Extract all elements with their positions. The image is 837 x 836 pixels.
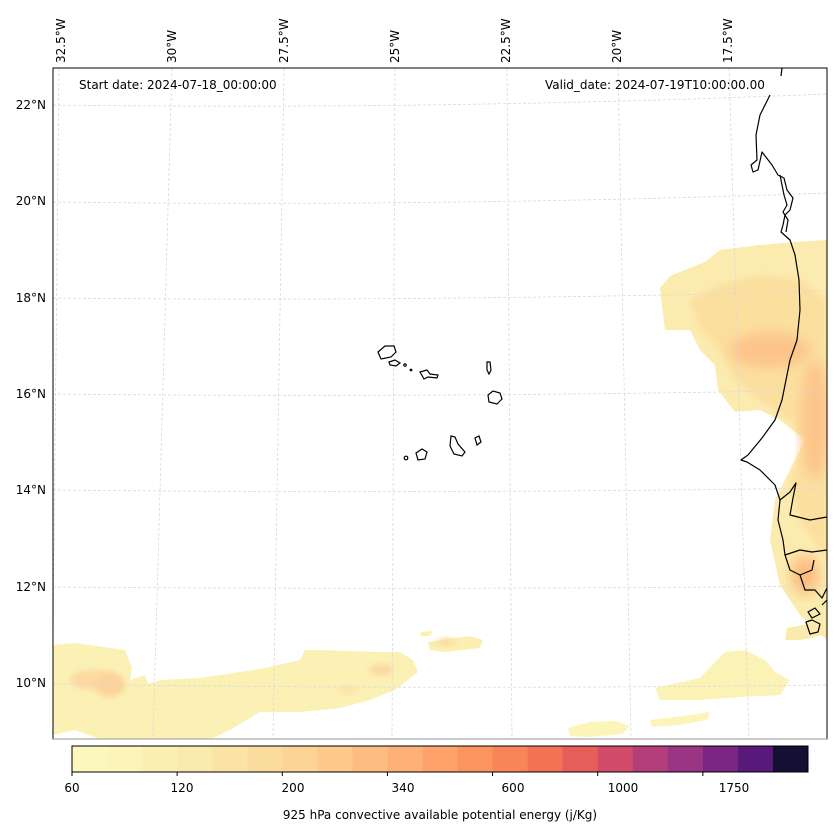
colorbar-segment	[492, 746, 529, 772]
colorbar-segment	[387, 746, 423, 772]
colorbar-segment	[562, 746, 599, 772]
island-santiago	[449, 435, 466, 457]
cape-field-south	[53, 631, 790, 739]
colorbar-tick-label: 340	[391, 781, 415, 795]
gridlines	[53, 68, 827, 739]
colorbar-segment	[72, 746, 108, 772]
valid-date-label: Valid_date: 2024-07-19T10:00:00.00	[545, 78, 765, 92]
colorbar-segment	[282, 746, 318, 772]
colorbar-segment	[142, 746, 178, 772]
island-santa-luzia	[403, 363, 407, 367]
colorbar-segment	[212, 746, 248, 772]
cape-verde-islands	[377, 345, 503, 461]
lat-tick-label: 10°N	[15, 676, 46, 690]
colorbar-segment	[247, 746, 283, 772]
island-sao-nicolau	[419, 369, 439, 380]
colorbar-segment	[317, 746, 353, 772]
colorbar-segment	[632, 746, 669, 772]
colorbar-frame	[71, 745, 809, 773]
island-fogo	[415, 448, 428, 461]
start-date-label: Start date: 2024-07-18_00:00:00	[79, 78, 277, 92]
colorbar-segment	[772, 746, 809, 772]
colorbar-tick-label: 1000	[607, 781, 639, 795]
colorbar-segment	[422, 746, 459, 772]
colorbar-segment	[597, 746, 634, 772]
island-maio	[474, 435, 482, 447]
colorbar-tick-label: 1750	[718, 781, 750, 795]
colorbar-label: 925 hPa convective available potential e…	[282, 808, 598, 822]
island-sao-vicente	[388, 359, 402, 367]
island-santo-antao	[377, 345, 397, 360]
lat-tick-label: 18°N	[15, 291, 46, 305]
colorbar-segment	[457, 746, 494, 772]
colorbar-tick-label: 60	[64, 781, 80, 795]
colorbar-tick-label: 600	[501, 781, 525, 795]
lat-tick-label: 16°N	[15, 387, 46, 401]
lat-tick-label: 22°N	[15, 98, 46, 112]
colorbar-segment	[527, 746, 564, 772]
colorbar-segment	[737, 746, 774, 772]
colorbar-segment	[702, 746, 739, 772]
island-boa-vista	[487, 390, 503, 405]
colorbar-segment	[352, 746, 388, 772]
lat-tick-label: 12°N	[15, 580, 46, 594]
map-background	[53, 68, 827, 739]
colorbar-segment	[667, 746, 704, 772]
colorbar-tick-label: 200	[281, 781, 305, 795]
coastline	[740, 68, 827, 635]
colorbar-segment	[177, 746, 213, 772]
lat-tick-label: 20°N	[15, 194, 46, 208]
island-sal	[486, 361, 492, 376]
lat-tick-label: 14°N	[15, 483, 46, 497]
colorbar-tick-label: 120	[170, 781, 194, 795]
island-islet	[409, 368, 413, 372]
colorbar-segment	[107, 746, 143, 772]
island-brava	[403, 455, 409, 461]
